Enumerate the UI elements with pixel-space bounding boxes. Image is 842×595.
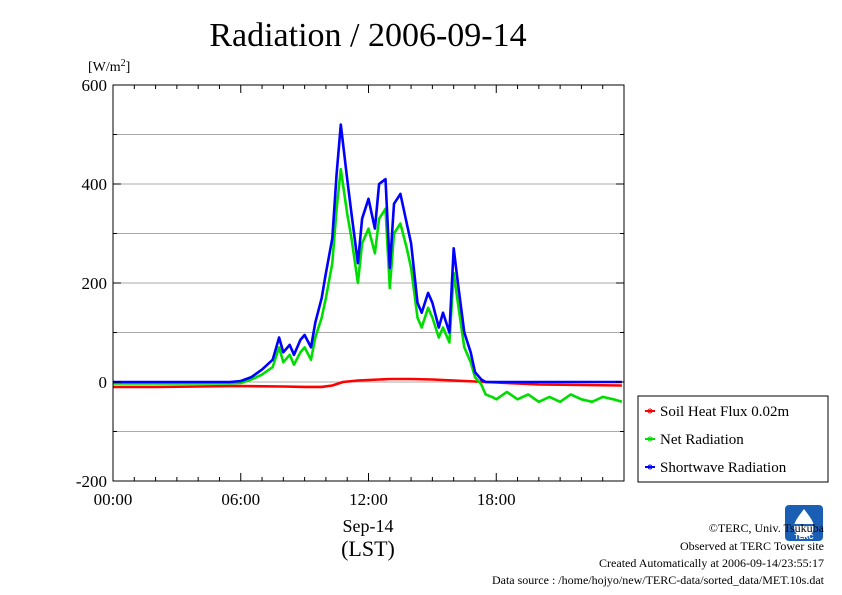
axis-ticks	[112, 84, 624, 482]
legend: Soil Heat Flux 0.02m Net Radiation Shortwa…	[637, 395, 829, 483]
footer-created: Created Automatically at 2006-09-14/23:5…	[599, 556, 824, 570]
x-axis-timezone-label: (LST)	[341, 536, 395, 561]
x-tick-label: 18:00	[477, 490, 516, 509]
footer-source: Data source : /home/hojyo/new/TERC-data/…	[491, 573, 824, 587]
legend-marker	[647, 436, 653, 442]
legend-label: Net Radiation	[660, 432, 744, 448]
series-lines	[113, 123, 623, 404]
y-tick-label: 600	[82, 76, 108, 95]
chart-title: Radiation / 2006-09-14	[209, 17, 526, 54]
x-tick-label: 06:00	[221, 490, 260, 509]
legend-marker	[647, 464, 653, 470]
series-line-net-radiation	[113, 167, 623, 404]
footer-copyright: ©TERC, Univ. Tsukuba	[708, 521, 824, 535]
y-tick-label: 200	[82, 274, 108, 293]
y-axis-unit: [W/m2]	[88, 58, 130, 75]
x-tick-label: 00:00	[94, 490, 133, 509]
x-axis-date-label: Sep-14	[343, 516, 394, 536]
footer-observed: Observed at TERC Tower site	[679, 539, 824, 553]
legend-label: Soil Heat Flux 0.02m	[660, 404, 790, 420]
terc-logo: TERC	[785, 505, 823, 541]
svg-text:TERC: TERC	[794, 534, 813, 541]
x-tick-label: 12:00	[349, 490, 388, 509]
y-tick-label: 0	[99, 373, 108, 392]
legend-marker	[647, 408, 653, 414]
series-line-shortwave-radiation	[113, 123, 622, 384]
y-tick-label: 400	[82, 175, 108, 194]
legend-label: Shortwave Radiation	[660, 460, 787, 476]
legend-box	[637, 395, 829, 483]
y-tick-label: -200	[76, 472, 107, 491]
